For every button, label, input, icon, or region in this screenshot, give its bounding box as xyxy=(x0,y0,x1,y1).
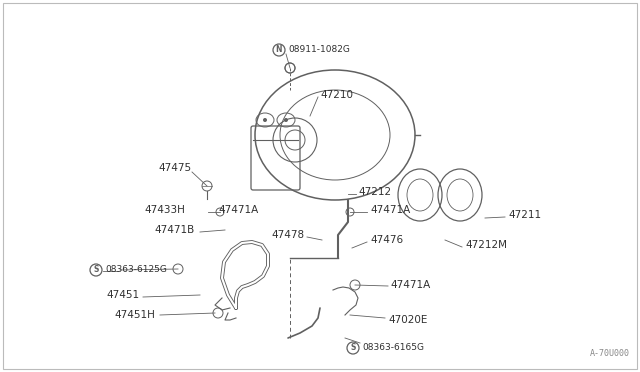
Text: A-70U000: A-70U000 xyxy=(590,349,630,358)
Text: 47210: 47210 xyxy=(320,90,353,100)
Text: 47471B: 47471B xyxy=(155,225,195,235)
Text: S: S xyxy=(350,343,356,353)
Text: 08363-6125G: 08363-6125G xyxy=(105,266,167,275)
Text: 47433H: 47433H xyxy=(144,205,185,215)
Text: S: S xyxy=(93,266,99,275)
Text: 47020E: 47020E xyxy=(388,315,428,325)
Text: 08911-1082G: 08911-1082G xyxy=(288,45,350,55)
Text: 47476: 47476 xyxy=(370,235,403,245)
Text: 47451: 47451 xyxy=(107,290,140,300)
Text: N: N xyxy=(276,45,282,55)
Text: 47478: 47478 xyxy=(272,230,305,240)
Text: 47212: 47212 xyxy=(358,187,391,197)
Circle shape xyxy=(284,118,288,122)
Text: 08363-6165G: 08363-6165G xyxy=(362,343,424,353)
Text: 47471A: 47471A xyxy=(390,280,430,290)
Text: 47471A: 47471A xyxy=(370,205,410,215)
Circle shape xyxy=(90,264,102,276)
Text: 47471A: 47471A xyxy=(218,205,259,215)
Text: 47475: 47475 xyxy=(159,163,192,173)
Circle shape xyxy=(347,342,359,354)
Text: 47211: 47211 xyxy=(508,210,541,220)
Circle shape xyxy=(273,44,285,56)
Text: 47212M: 47212M xyxy=(465,240,507,250)
Circle shape xyxy=(263,118,267,122)
Text: 47451H: 47451H xyxy=(114,310,155,320)
